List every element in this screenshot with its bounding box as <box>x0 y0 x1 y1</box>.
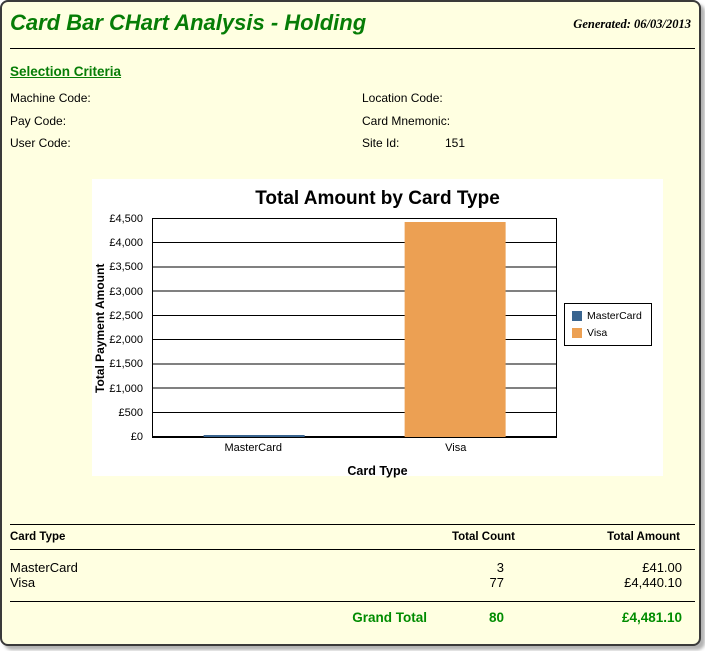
table-row-cell-total-count: 77 <box>489 575 504 590</box>
y-axis-ticks: £4,500 £4,000 £3,500 £3,000 £2,500 £2,000 £1,5… <box>92 213 148 443</box>
table-row-cell-total-amount: £4,440.10 <box>624 575 682 590</box>
legend-item-visa: Visa <box>572 327 645 339</box>
user-code-label: User Code: <box>10 136 71 150</box>
machine-code-label: Machine Code: <box>10 91 91 105</box>
legend-label: MasterCard <box>587 310 642 322</box>
y-tick-label: £0 <box>130 431 143 443</box>
table-header-divider <box>10 549 695 550</box>
x-axis-title: Card Type <box>347 464 408 478</box>
x-tick-visa: Visa <box>445 442 467 454</box>
table-header-total-count: Total Count <box>451 531 515 543</box>
table-row-cell-total-count: 3 <box>496 560 504 575</box>
generated-timestamp: Generated: 06/03/2013 <box>573 17 691 31</box>
table-row-cell-total-amount: £41.00 <box>642 560 682 575</box>
visa-swatch-icon <box>572 328 582 338</box>
y-tick-label: £4,500 <box>109 213 143 225</box>
y-tick-label: £2,500 <box>109 309 143 322</box>
x-tick-mastercard: MasterCard <box>224 442 282 454</box>
grand-total-label: Grand Total <box>352 610 427 625</box>
header-divider <box>10 48 695 49</box>
x-axis-ticks: MasterCard Visa <box>152 442 557 456</box>
y-tick-label: £3,000 <box>109 285 143 298</box>
grand-total-count: 80 <box>488 610 504 625</box>
y-tick-label: £4,000 <box>109 237 143 250</box>
site-id-value: 151 <box>445 136 466 150</box>
selection-criteria-heading[interactable]: Selection Criteria <box>10 64 122 79</box>
table-row-cell-card-type: Visa <box>10 575 36 590</box>
bar-visa[interactable] <box>404 222 506 437</box>
y-tick-label: £2,000 <box>109 334 143 347</box>
grand-total-amount: £4,481.10 <box>621 610 682 625</box>
y-tick-label: £1,000 <box>109 382 143 395</box>
bar-chart: Total Amount by Card Type Total Payment … <box>92 179 663 478</box>
table-header-total-amount: Total Amount <box>607 531 680 543</box>
pay-code-label: Pay Code: <box>10 114 67 128</box>
site-id-label: Site Id: <box>362 136 400 150</box>
mastercard-swatch-icon <box>572 311 582 321</box>
chart-legend: MasterCard Visa <box>564 303 652 346</box>
card-mnemonic-label: Card Mnemonic: <box>362 114 451 128</box>
y-tick-label: £1,500 <box>109 358 143 371</box>
legend-label: Visa <box>587 327 608 339</box>
plot-area <box>152 218 557 438</box>
bar-mastercard[interactable] <box>203 435 305 437</box>
chart-title: Total Amount by Card Type <box>255 188 500 209</box>
grand-total-divider <box>10 601 695 602</box>
y-tick-label: £3,500 <box>109 261 143 274</box>
legend-item-mastercard: MasterCard <box>572 310 645 322</box>
table-header-card-type: Card Type <box>10 531 66 543</box>
y-tick-label: £500 <box>118 406 143 419</box>
page-title: Card Bar CHart Analysis - Holding <box>10 10 367 35</box>
table-row-cell-card-type: MasterCard <box>10 560 78 575</box>
table-top-divider <box>10 524 695 525</box>
location-code-label: Location Code: <box>362 91 443 105</box>
